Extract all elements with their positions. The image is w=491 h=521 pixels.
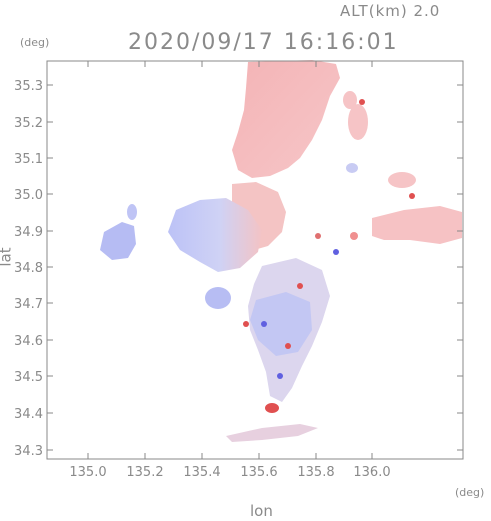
echo-west-approaching xyxy=(100,222,136,260)
echo-strong-cell xyxy=(315,233,321,239)
y-tick-label: 35.3 xyxy=(14,79,43,94)
x-axis-label: lon xyxy=(250,502,273,520)
echo-ne-cell xyxy=(348,104,368,140)
y-tick-label: 34.3 xyxy=(14,444,43,459)
y-tick-label: 35.1 xyxy=(14,152,43,167)
y-tick-label: 34.9 xyxy=(14,225,43,240)
echo-ne-cell xyxy=(343,91,357,109)
x-axis-unit: (deg) xyxy=(455,486,485,499)
y-tick-label: 34.8 xyxy=(14,261,43,276)
y-axis: 35.3 35.2 35.1 35.0 34.9 34.8 34.7 34.6 34.5 34.4… xyxy=(14,79,463,459)
echo-east-band xyxy=(372,206,462,244)
echo-south-approaching xyxy=(250,292,312,356)
echo-strong-cell xyxy=(350,232,358,240)
timestamp-title: 2020/09/17 16:16:01 xyxy=(128,30,399,55)
radar-echo-field xyxy=(100,60,462,442)
echo-strong-cell xyxy=(261,321,267,327)
altitude-label: ALT(km) 2.0 xyxy=(340,2,441,20)
echo-west-cell xyxy=(205,287,231,309)
x-tick-label: 135.0 xyxy=(69,465,106,480)
echo-south-tail xyxy=(226,424,318,442)
y-tick-label: 34.6 xyxy=(14,334,43,349)
echo-strong-cell xyxy=(333,249,339,255)
y-tick-label: 35.2 xyxy=(14,116,43,131)
y-tick-label: 34.7 xyxy=(14,297,43,312)
echo-strong-cell xyxy=(285,343,291,349)
y-tick-label: 35.0 xyxy=(14,188,43,203)
echo-strong-cell xyxy=(243,321,249,327)
echo-north-receding xyxy=(232,60,340,178)
x-tick-label: 135.2 xyxy=(126,465,163,480)
echo-strong-cell xyxy=(297,283,303,289)
y-tick-label: 34.5 xyxy=(14,370,43,385)
y-axis-unit: (deg) xyxy=(20,36,50,49)
y-tick-label: 34.4 xyxy=(14,407,43,422)
echo-strong-cell xyxy=(359,99,365,105)
echo-strong-cell xyxy=(277,373,283,379)
echo-south-cell xyxy=(265,403,279,413)
x-tick-label: 135.6 xyxy=(240,465,277,480)
plot-frame xyxy=(46,60,464,460)
x-tick-label: 136.0 xyxy=(353,465,390,480)
echo-central-approaching xyxy=(168,198,262,272)
echo-west-cell xyxy=(127,204,137,220)
echo-ne-cell xyxy=(346,163,358,173)
echo-ne-cell xyxy=(388,172,416,188)
x-axis: 135.0 135.2 135.4 135.6 135.8 136.0 xyxy=(69,61,391,480)
x-tick-label: 135.4 xyxy=(183,465,220,480)
echo-strong-cell xyxy=(409,193,415,199)
x-tick-label: 135.8 xyxy=(297,465,334,480)
